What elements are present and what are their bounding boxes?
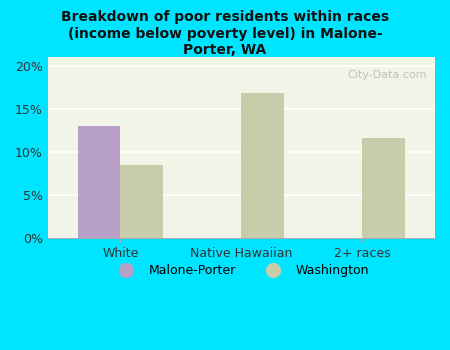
Bar <box>241 93 284 238</box>
Bar <box>362 138 405 238</box>
Bar <box>120 164 163 238</box>
Bar <box>78 126 120 238</box>
Text: Breakdown of poor residents within races
(income below poverty level) in Malone-: Breakdown of poor residents within races… <box>61 10 389 57</box>
Text: City-Data.com: City-Data.com <box>348 70 427 80</box>
Legend: Malone-Porter, Washington: Malone-Porter, Washington <box>108 259 374 282</box>
